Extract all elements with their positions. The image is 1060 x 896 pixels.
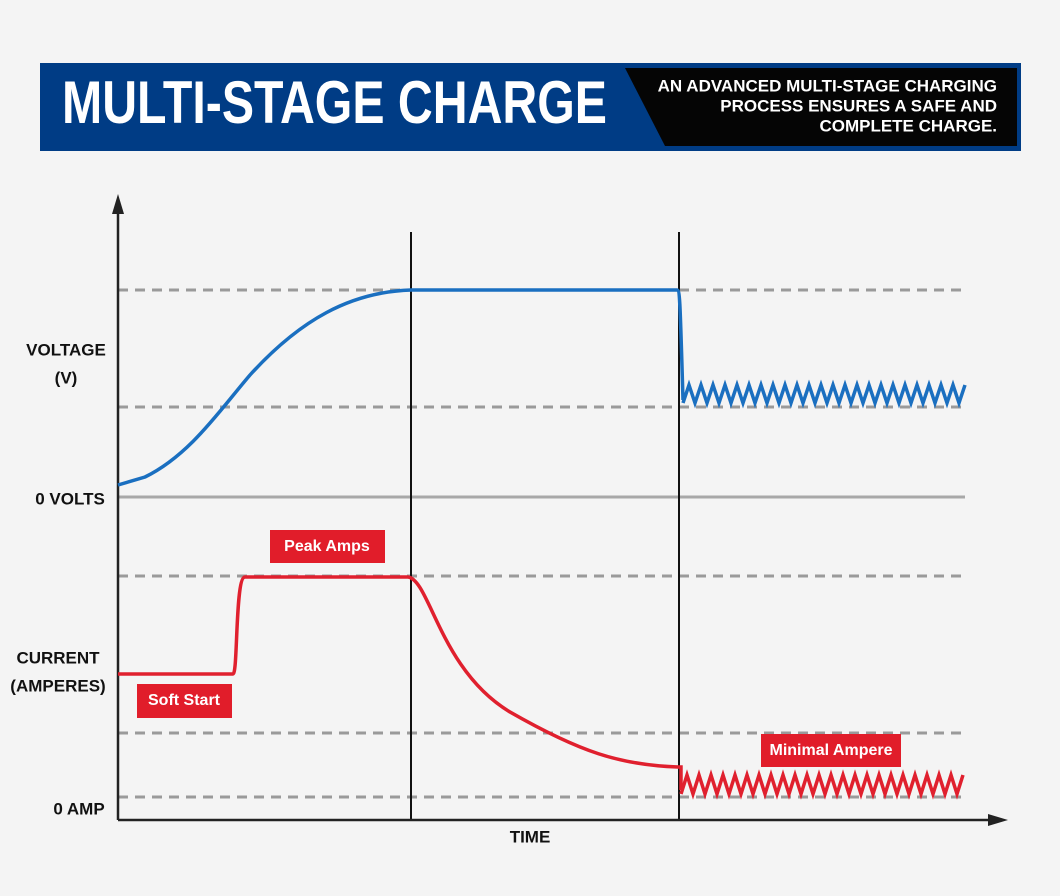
- axis-label: (V): [55, 368, 78, 387]
- axis-label: VOLTAGE: [26, 340, 106, 359]
- title: MULTI-STAGE CHARGE: [62, 69, 607, 136]
- callout-box: [761, 734, 901, 767]
- guides: [118, 232, 965, 820]
- current-curve: [118, 575, 683, 790]
- subtitle-line: COMPLETE CHARGE.: [819, 116, 997, 135]
- subtitle-line: PROCESS ENSURES A SAFE AND: [720, 96, 997, 115]
- callout-box: [270, 530, 385, 563]
- axis-label: TIME: [510, 827, 551, 846]
- callout-text: Soft Start: [148, 692, 221, 709]
- voltage-curve: [117, 288, 685, 487]
- axis-label: 0 AMP: [53, 799, 104, 818]
- voltage-float-ripple: [681, 379, 967, 409]
- axis-label: 0 VOLTS: [35, 489, 105, 508]
- axis-label: CURRENT: [16, 648, 100, 667]
- y-axis-arrow: [112, 194, 124, 214]
- x-axis-arrow: [988, 814, 1008, 826]
- subtitle-line: AN ADVANCED MULTI-STAGE CHARGING: [658, 76, 997, 95]
- callout-box: [137, 684, 232, 718]
- callout-text: Peak Amps: [284, 538, 370, 555]
- axis-label: (AMPERES): [10, 676, 105, 695]
- current-float-ripple: [679, 769, 965, 800]
- banner-black-panel: [625, 68, 1017, 146]
- callout-text: Minimal Ampere: [770, 742, 893, 759]
